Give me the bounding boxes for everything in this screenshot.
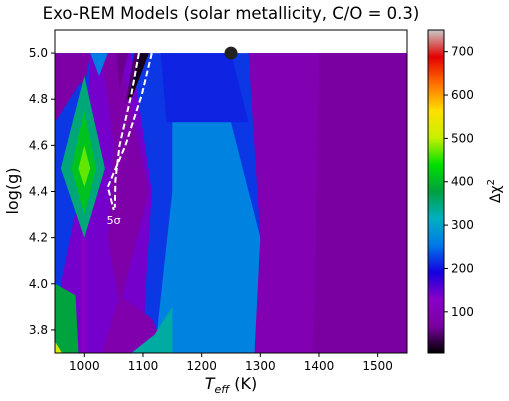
colorbar-tick-label: 400 bbox=[451, 175, 474, 189]
plot-area bbox=[55, 30, 407, 353]
colorbar-ticks: 100 200 300 400 500 600 700 bbox=[444, 45, 474, 319]
colorbar-tick-label: 500 bbox=[451, 131, 474, 145]
colorbar bbox=[428, 30, 444, 353]
region-green-bottom-left bbox=[55, 283, 79, 353]
x-tick-label: 1100 bbox=[128, 359, 159, 373]
region-purple-band-upper bbox=[101, 53, 149, 307]
y-tick-label: 4.8 bbox=[29, 92, 48, 106]
region-green-diamond-core bbox=[78, 145, 91, 187]
x-tick-label: 1500 bbox=[362, 359, 393, 373]
region-dark-valley bbox=[127, 53, 149, 100]
colorbar-tick-label: 700 bbox=[451, 45, 474, 59]
contour-label: 5σ bbox=[107, 214, 121, 227]
x-axis-label-subscript: eff bbox=[215, 383, 231, 396]
colorbar-tick-label: 300 bbox=[451, 218, 474, 232]
x-axis-label: Teff (K) bbox=[205, 374, 258, 396]
colorbar-frame bbox=[427, 29, 445, 354]
y-axis-label: log(g) bbox=[3, 167, 22, 214]
region-left-purple-top bbox=[55, 53, 91, 88]
y-tick-label: 4.6 bbox=[29, 138, 48, 152]
y-tick-label: 4.2 bbox=[29, 231, 48, 245]
y-tick-label: 5.0 bbox=[29, 46, 48, 60]
contour-5sigma-outer bbox=[106, 52, 153, 211]
colorbar-label-text: Δχ bbox=[488, 185, 504, 203]
contour-5sigma-inner bbox=[113, 52, 140, 208]
region-dark-blue-vertical bbox=[80, 237, 86, 353]
x-tick-label: 1000 bbox=[69, 359, 100, 373]
y-tick-label: 4.0 bbox=[29, 277, 48, 291]
colorbar-label-superscript: 2 bbox=[486, 179, 497, 185]
region-yellow-corner bbox=[55, 341, 62, 353]
x-axis-ticks: 1000 1100 1200 1300 1400 1500 bbox=[69, 353, 393, 373]
x-tick-label: 1300 bbox=[245, 359, 276, 373]
y-tick-label: 4.4 bbox=[29, 185, 48, 199]
colorbar-tick-label: 600 bbox=[451, 88, 474, 102]
colorbar-label: Δχ2 bbox=[486, 179, 504, 203]
region-upper-center-blue bbox=[160, 53, 249, 123]
best-fit-marker bbox=[224, 46, 238, 60]
region-green-bottom-mid bbox=[131, 306, 173, 353]
region-cyan-top-left bbox=[90, 53, 108, 77]
colorbar-tick-label: 100 bbox=[451, 305, 474, 319]
x-axis-label-symbol: T bbox=[205, 374, 216, 393]
chart-title: Exo-REM Models (solar metallicity, C/O =… bbox=[43, 4, 420, 23]
x-tick-label: 1400 bbox=[304, 359, 335, 373]
region-purple-right-deep bbox=[313, 53, 407, 353]
y-axis-ticks: 3.8 4.0 4.2 4.4 4.6 4.8 5.0 bbox=[29, 46, 55, 337]
region-magenta-strip-top bbox=[116, 53, 129, 88]
region-teal-center bbox=[154, 53, 267, 353]
y-tick-label: 3.8 bbox=[29, 323, 48, 337]
x-tick-label: 1200 bbox=[186, 359, 217, 373]
x-axis-label-unit: (K) bbox=[229, 374, 257, 393]
colorbar-tick-label: 200 bbox=[451, 261, 474, 275]
